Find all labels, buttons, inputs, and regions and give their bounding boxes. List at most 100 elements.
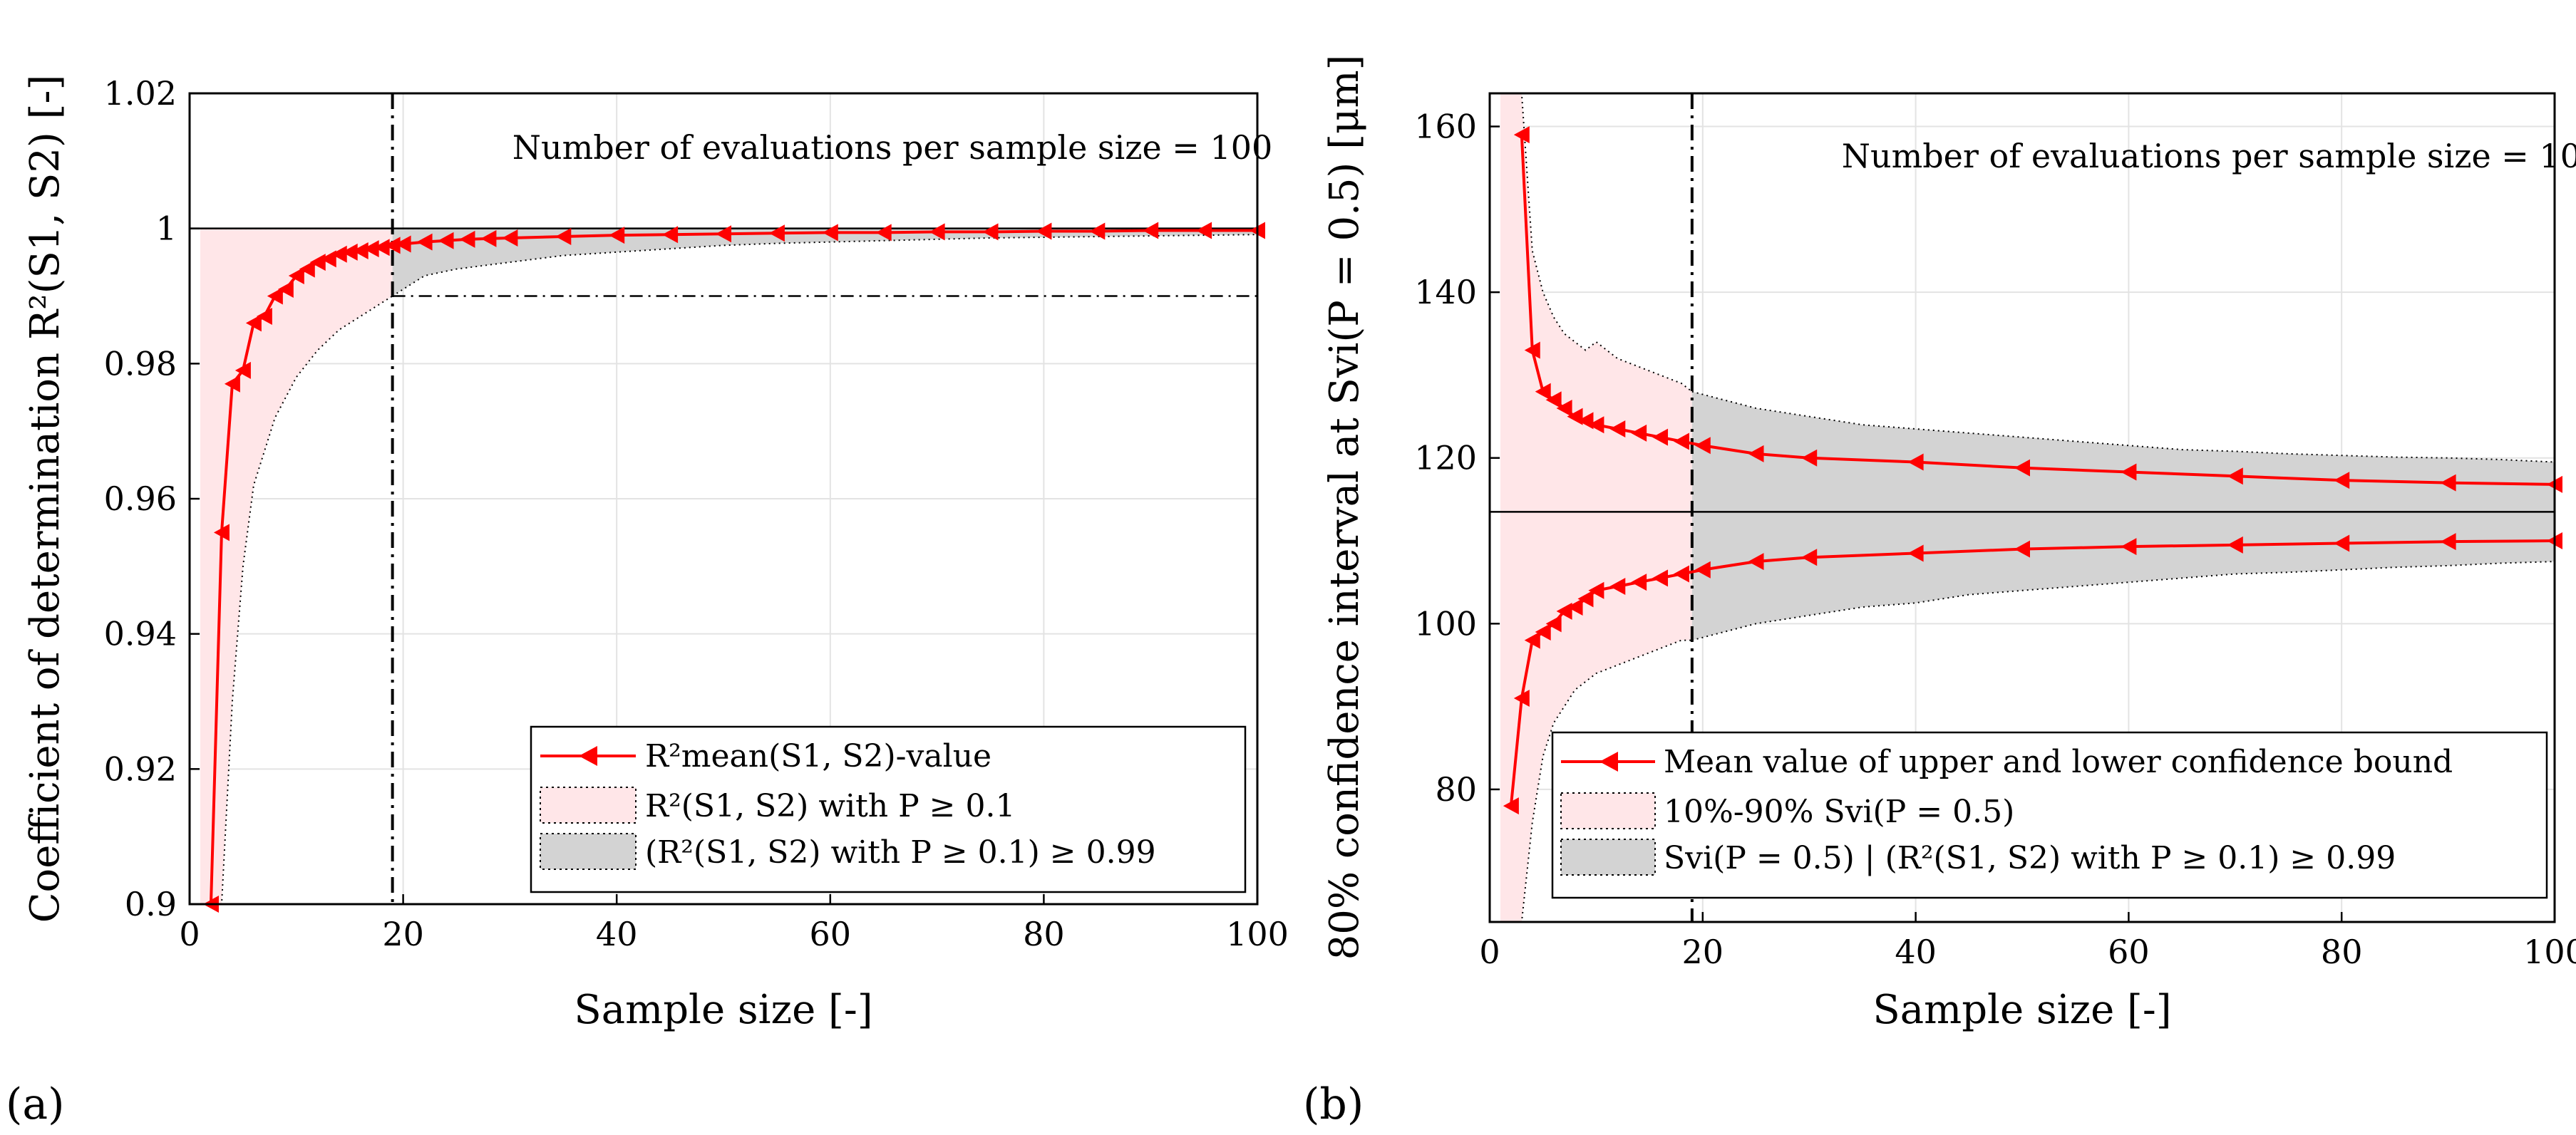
b-band-1 bbox=[1691, 391, 2555, 641]
b-legend-label-grey-band: Svi(P = 0.5) | (R²(S1, S2) with P ≥ 0.1)… bbox=[1664, 840, 2396, 876]
a-x-tick-2: 40 bbox=[596, 915, 638, 953]
a-marker-0-29 bbox=[822, 224, 838, 242]
a-marker-0-13 bbox=[341, 243, 358, 261]
a-marker-0-35 bbox=[1143, 222, 1159, 239]
panel-b: 0 20 40 60 80 100 80 100 120 140 160 Number of ev… bbox=[1303, 55, 2576, 1129]
a-marker-0-20 bbox=[438, 232, 454, 249]
b-y-tick-3: 140 bbox=[1414, 273, 1477, 311]
a-legend-box bbox=[530, 725, 1247, 893]
b-marker-1-0 bbox=[1503, 797, 1519, 815]
a-marker-0-8 bbox=[288, 267, 304, 285]
b-legend-item-pink-band: 10%-90% Svi(P = 0.5) bbox=[1560, 792, 2014, 830]
b-marker-1-19 bbox=[2227, 536, 2243, 554]
a-marker-0-10 bbox=[309, 254, 326, 271]
b-marker-1-4 bbox=[1545, 615, 1562, 633]
b-marker-1-13 bbox=[1694, 561, 1711, 579]
a-x-ticks: 0 20 40 60 80 100 bbox=[179, 894, 1289, 953]
a-y-ticks: 0.9 0.92 0.94 0.96 0.98 1 1.02 bbox=[104, 74, 200, 923]
a-x-tick-0: 0 bbox=[179, 915, 200, 953]
b-band-0 bbox=[1500, 93, 1692, 922]
b-marker-0-12 bbox=[1694, 437, 1711, 455]
a-x-axis-label: Sample size [-] bbox=[574, 987, 872, 1033]
a-y-axis-label: Coefficient of determination R²(S1, S2) … bbox=[22, 75, 68, 923]
b-marker-0-11 bbox=[1673, 432, 1689, 450]
a-marker-0-22 bbox=[480, 229, 497, 247]
b-marker-1-15 bbox=[1801, 549, 1818, 566]
a-marker-0-9 bbox=[299, 260, 315, 278]
b-band-0-lower-edge bbox=[1500, 639, 1692, 923]
panel-label-a: (a) bbox=[6, 1079, 65, 1129]
b-marker-1-10 bbox=[1631, 574, 1647, 591]
b-marker-0-14 bbox=[1801, 449, 1818, 467]
b-y-tick-2: 120 bbox=[1414, 439, 1477, 477]
a-legend-label-pink-band: R²(S1, S2) with P ≥ 0.1 bbox=[645, 788, 1016, 824]
a-x-tick-3: 60 bbox=[810, 915, 852, 953]
a-marker-0-25 bbox=[609, 227, 625, 244]
a-legend-label-mean: R²mean(S1, S2)-value bbox=[645, 738, 991, 774]
b-marker-0-3 bbox=[1545, 391, 1562, 409]
b-x-tick-0: 0 bbox=[1479, 933, 1500, 971]
b-marker-0-13 bbox=[1748, 445, 1764, 462]
b-marker-1-9 bbox=[1609, 577, 1626, 595]
a-marker-0-33 bbox=[1036, 222, 1052, 240]
a-marker-0-28 bbox=[768, 224, 785, 242]
b-x-ticks: 0 20 40 60 80 100 bbox=[1479, 912, 2576, 971]
b-annotation: Number of evaluations per sample size = … bbox=[1842, 137, 2576, 175]
b-x-tick-5: 100 bbox=[2523, 933, 2576, 971]
b-x-tick-1: 20 bbox=[1682, 933, 1724, 971]
b-legend-item-mean: Mean value of upper and lower confidence… bbox=[1561, 744, 2453, 780]
b-y-tick-1: 100 bbox=[1414, 604, 1477, 643]
b-legend-marker bbox=[1599, 752, 1618, 772]
a-x-tick-1: 20 bbox=[382, 915, 424, 953]
a-marker-0-32 bbox=[982, 223, 999, 241]
b-marker-0-16 bbox=[2014, 459, 2030, 477]
a-y-tick-4: 0.98 bbox=[104, 344, 177, 383]
a-band-1-lower-edge bbox=[392, 234, 1258, 297]
b-marker-0-7 bbox=[1588, 416, 1604, 434]
a-y-tick-0: 0.9 bbox=[125, 885, 177, 923]
a-marker-0-27 bbox=[716, 225, 731, 243]
a-legend-item-pink-band: R²(S1, S2) with P ≥ 0.1 bbox=[540, 787, 1016, 824]
a-marker-0-26 bbox=[662, 226, 679, 244]
a-legend-item-mean: R²mean(S1, S2)-value bbox=[540, 738, 991, 774]
a-y-tick-5: 1 bbox=[156, 209, 177, 248]
a-marker-0-18 bbox=[395, 235, 411, 253]
b-band-1-lower-edge bbox=[1691, 561, 2555, 641]
a-x-tick-5: 100 bbox=[1226, 915, 1289, 953]
a-marker-0-3 bbox=[235, 361, 251, 379]
b-marker-1-21 bbox=[2440, 533, 2456, 551]
a-marker-0-7 bbox=[277, 281, 294, 299]
a-band-1 bbox=[392, 228, 1257, 296]
b-marker-0-1 bbox=[1524, 341, 1540, 359]
b-marker-1-3 bbox=[1535, 623, 1551, 641]
a-marker-0-21 bbox=[459, 230, 475, 248]
b-marker-0-8 bbox=[1609, 420, 1626, 438]
b-marker-1-14 bbox=[1748, 553, 1764, 571]
b-marker-0-2 bbox=[1535, 383, 1551, 400]
a-marker-0-19 bbox=[416, 233, 433, 251]
panel-label-b: (b) bbox=[1303, 1079, 1364, 1129]
b-marker-1-2 bbox=[1524, 631, 1540, 649]
a-marker-0-16 bbox=[373, 239, 390, 256]
a-x-tick-4: 80 bbox=[1023, 915, 1065, 953]
a-marker-0-6 bbox=[267, 287, 283, 305]
a-marker-0-2 bbox=[224, 375, 240, 393]
b-marker-0-0 bbox=[1513, 126, 1530, 144]
b-y-axis-label: 80% confidence interval at Svi(P = 0.5) … bbox=[1322, 55, 1368, 960]
b-legend-item-grey-band: Svi(P = 0.5) | (R²(S1, S2) with P ≥ 0.1)… bbox=[1560, 839, 2396, 876]
b-marker-0-9 bbox=[1631, 424, 1647, 442]
b-y-tick-4: 160 bbox=[1414, 108, 1477, 146]
b-marker-0-17 bbox=[2121, 463, 2137, 481]
a-y-tick-6: 1.02 bbox=[104, 74, 177, 113]
b-marker-1-18 bbox=[2121, 538, 2137, 556]
a-legend: R²mean(S1, S2)-value R²(S1, S2) with P ≥… bbox=[530, 725, 1247, 893]
b-marker-1-7 bbox=[1577, 590, 1594, 608]
a-legend-item-grey-band: (R²(S1, S2) with P ≥ 0.1) ≥ 0.99 bbox=[540, 833, 1156, 871]
a-marker-0-4 bbox=[245, 314, 262, 332]
b-marker-0-15 bbox=[1907, 453, 1924, 471]
b-marker-1-20 bbox=[2334, 534, 2350, 552]
a-band-0 bbox=[200, 228, 393, 905]
b-marker-0-4 bbox=[1556, 399, 1572, 417]
a-marker-0-36 bbox=[1196, 222, 1212, 239]
